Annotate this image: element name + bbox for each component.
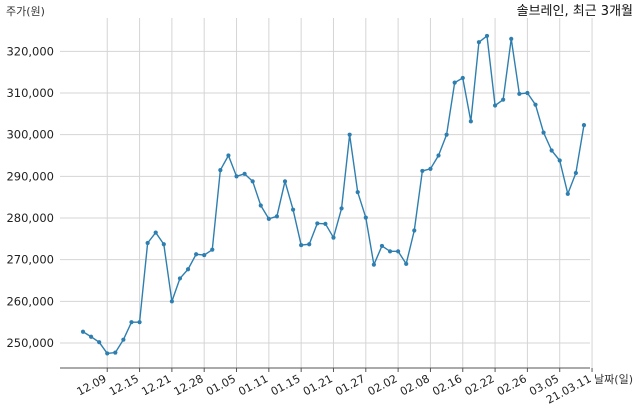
data-point <box>379 243 385 249</box>
data-point <box>218 167 223 173</box>
x-tick-label: 02.08 <box>398 372 432 398</box>
data-point <box>347 132 352 137</box>
data-point <box>517 91 522 96</box>
y-tick-label: 280,000 <box>6 211 54 225</box>
data-point <box>363 215 368 220</box>
data-point <box>202 252 207 258</box>
data-point <box>533 102 538 107</box>
data-point <box>484 33 490 39</box>
data-point <box>290 207 296 212</box>
axis-layer: 250,000 260,000 270,000 280,000 290,000 300,0… <box>6 44 593 406</box>
data-point <box>145 240 150 246</box>
data-point <box>250 179 255 184</box>
y-tick-label: 300,000 <box>6 128 54 142</box>
data-point <box>307 242 312 247</box>
data-point <box>525 90 530 96</box>
data-point <box>452 80 457 85</box>
y-tick-label: 310,000 <box>6 86 54 100</box>
data-point <box>492 103 498 108</box>
data-point <box>339 206 344 211</box>
data-point <box>396 249 401 254</box>
data-point <box>242 171 247 176</box>
data-point <box>476 40 482 45</box>
x-tick-label: 01.11 <box>236 372 270 398</box>
data-point <box>129 320 134 325</box>
data-point <box>557 158 562 163</box>
data-point <box>185 267 191 272</box>
data-point <box>121 337 126 342</box>
data-point <box>315 221 320 226</box>
data-point <box>371 262 376 267</box>
data-point <box>331 235 336 240</box>
y-tick-label: 260,000 <box>6 294 54 308</box>
data-point <box>468 119 473 124</box>
y-axis-title: 주가(원) <box>6 5 45 18</box>
x-tick-label: 12.21 <box>139 372 173 398</box>
chart-title: 솔브레인, 최근 3개월 <box>517 4 633 19</box>
data-point <box>355 190 360 195</box>
data-point <box>581 122 587 128</box>
data-point <box>282 179 288 184</box>
data-point <box>161 242 166 247</box>
grid-layer <box>60 18 593 368</box>
data-point <box>113 350 118 355</box>
data-point <box>501 97 506 102</box>
x-tick-label: 01.05 <box>204 372 238 398</box>
y-tick-label: 270,000 <box>6 253 54 267</box>
data-point <box>210 247 215 252</box>
y-tick-label: 290,000 <box>6 169 54 183</box>
data-point <box>177 276 183 281</box>
data-point <box>88 334 94 339</box>
data-point <box>404 261 409 266</box>
data-point <box>565 191 570 196</box>
data-point <box>105 351 110 356</box>
x-tick-label: 12.15 <box>107 372 141 398</box>
data-point <box>137 320 142 325</box>
x-tick-label: 02.26 <box>495 372 529 398</box>
x-tick-label: 12.28 <box>172 372 206 398</box>
data-point <box>274 214 280 219</box>
data-point <box>420 168 425 174</box>
x-tick-label: 02.02 <box>366 372 400 398</box>
data-point <box>258 203 263 208</box>
x-tick-label: 02.16 <box>430 372 464 398</box>
data-point <box>412 228 417 233</box>
data-point <box>541 130 546 135</box>
data-point <box>549 148 554 153</box>
data-point <box>387 249 393 254</box>
data-point <box>234 174 239 179</box>
data-point <box>299 242 304 248</box>
y-tick-label: 250,000 <box>6 336 54 350</box>
data-point <box>323 221 328 226</box>
label-layer: 주가(원) 솔브레인, 최근 3개월 날짜(일) <box>6 4 633 386</box>
x-tick-label: 02.22 <box>463 372 497 398</box>
data-point <box>266 216 271 221</box>
x-tick-label: 01.21 <box>301 372 335 398</box>
data-point <box>97 340 102 345</box>
data-point <box>226 153 231 158</box>
x-tick-label: 01.15 <box>269 372 303 398</box>
x-tick-label: 12.09 <box>75 372 109 398</box>
data-point <box>573 170 578 176</box>
data-point <box>80 329 86 334</box>
data-point <box>428 166 433 171</box>
data-point <box>444 132 449 137</box>
data-point <box>194 252 199 257</box>
series-layer <box>80 33 587 356</box>
data-point <box>436 153 441 158</box>
y-tick-label: 320,000 <box>6 44 54 58</box>
data-point <box>169 299 174 304</box>
data-point <box>509 36 514 41</box>
data-point <box>460 75 465 81</box>
x-axis-title: 날짜(일) <box>594 372 633 386</box>
data-point <box>153 230 158 235</box>
x-tick-label: 01.27 <box>333 372 367 398</box>
